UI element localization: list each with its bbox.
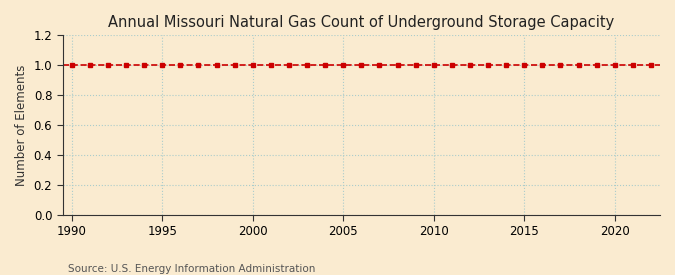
Text: Source: U.S. Energy Information Administration: Source: U.S. Energy Information Administ… [68, 264, 315, 274]
Y-axis label: Number of Elements: Number of Elements [15, 64, 28, 186]
Title: Annual Missouri Natural Gas Count of Underground Storage Capacity: Annual Missouri Natural Gas Count of Und… [108, 15, 614, 30]
